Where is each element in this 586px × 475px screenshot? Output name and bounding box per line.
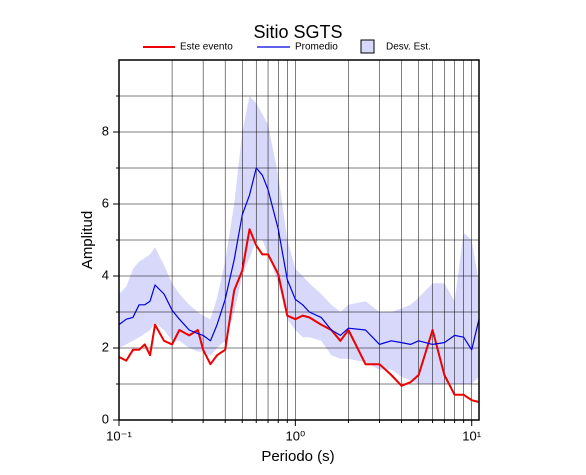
series-line bbox=[118, 228, 480, 403]
y-tick-label: 8 bbox=[102, 123, 109, 138]
x-tick-label: 10¹ bbox=[462, 428, 481, 443]
y-tick-label: 0 bbox=[102, 411, 109, 426]
series-line bbox=[118, 167, 480, 351]
legend-label: Este evento bbox=[180, 42, 233, 53]
y-tick-label: 4 bbox=[102, 267, 109, 282]
legend-label: Desv. Est. bbox=[386, 42, 431, 53]
x-axis-label: Periodo (s) bbox=[261, 448, 334, 465]
y-axis-label: Amplitud bbox=[79, 211, 96, 269]
legend-label: Promedio bbox=[295, 42, 338, 53]
y-tick-label: 6 bbox=[102, 195, 109, 210]
y-tick-label: 2 bbox=[102, 339, 109, 354]
plot-frame bbox=[118, 59, 480, 421]
legend-swatch bbox=[360, 39, 375, 54]
x-tick-label: 10⁻¹ bbox=[106, 428, 132, 443]
chart-title: Sitio SGTS bbox=[253, 22, 342, 42]
x-tick-label: 10⁰ bbox=[286, 428, 306, 443]
